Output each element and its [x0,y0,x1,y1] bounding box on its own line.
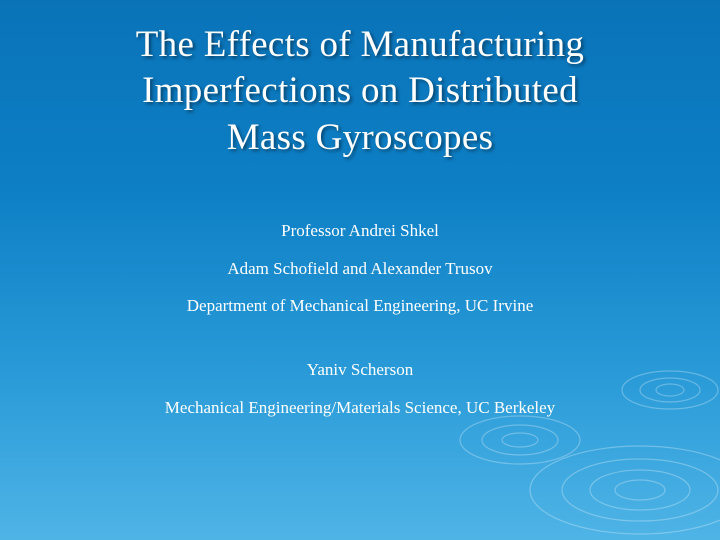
author-line: Yaniv Scherson [0,358,720,382]
slide: The Effects of Manufacturing Imperfectio… [0,0,720,540]
author-line: Professor Andrei Shkel [0,219,720,243]
title-line-3: Mass Gyroscopes [0,115,720,161]
spacer [0,332,720,358]
slide-title: The Effects of Manufacturing Imperfectio… [0,0,720,161]
title-line-2: Imperfections on Distributed [0,68,720,114]
author-line: Adam Schofield and Alexander Trusov [0,257,720,281]
department-line: Mechanical Engineering/Materials Science… [0,396,720,420]
title-line-1: The Effects of Manufacturing [0,22,720,68]
department-line: Department of Mechanical Engineering, UC… [0,294,720,318]
slide-body: Professor Andrei Shkel Adam Schofield an… [0,219,720,420]
